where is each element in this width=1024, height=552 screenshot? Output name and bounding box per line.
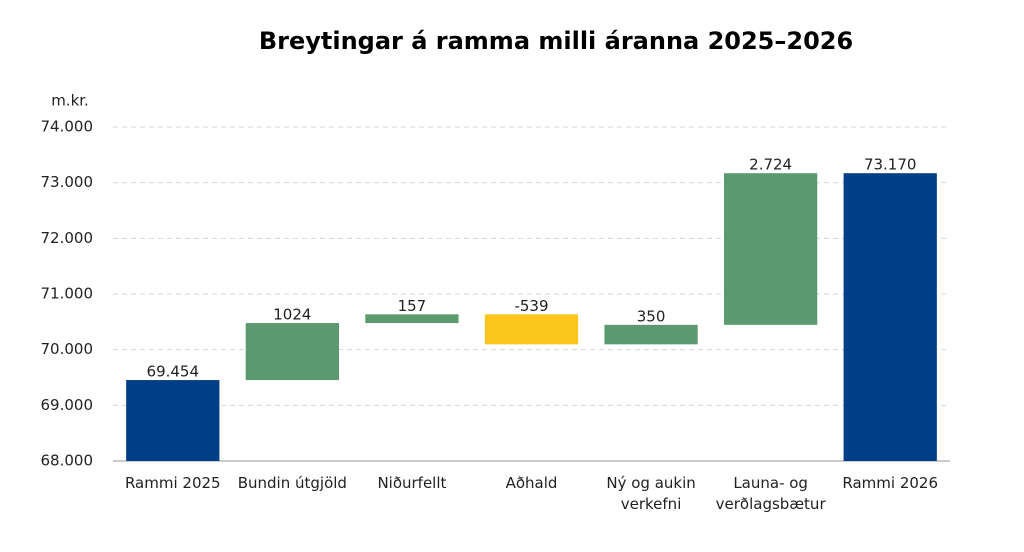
value-label: -539 [514, 297, 548, 315]
y-tick-label: 70.000 [41, 340, 94, 358]
x-tick-label: Rammi 2025 [124, 474, 221, 492]
y-tick-label: 72.000 [41, 229, 94, 247]
bar [126, 380, 220, 461]
y-tick-label: 74.000 [41, 118, 94, 136]
bar [245, 323, 339, 381]
y-axis-label: m.kr. [51, 92, 89, 110]
x-tick-label: Launa- og verðlagsbætur [715, 474, 826, 513]
bar [724, 173, 818, 325]
x-tick-label: Niðurfellt [377, 474, 447, 492]
value-label: 69.454 [147, 363, 200, 381]
y-tick-label: 71.000 [41, 285, 94, 303]
value-label: 157 [398, 297, 427, 315]
x-tick-label: Rammi 2026 [842, 474, 939, 492]
bar [484, 314, 579, 345]
bar [604, 324, 698, 345]
bar [843, 173, 937, 461]
value-label: 73.170 [864, 156, 917, 174]
x-tick-label: Aðhald [505, 474, 558, 492]
value-label: 350 [637, 307, 666, 325]
value-label: 2.724 [749, 156, 792, 174]
chart-title: Breytingar á ramma milli áranna 2025–202… [259, 27, 853, 55]
bar [365, 314, 459, 324]
y-tick-label: 69.000 [41, 396, 94, 414]
x-tick-label: Bundin útgjöld [237, 474, 347, 492]
value-label: 1024 [273, 306, 311, 324]
y-tick-label: 68.000 [41, 452, 94, 470]
x-tick-label: Ný og aukin verkefni [606, 474, 696, 513]
y-tick-label: 73.000 [41, 173, 94, 191]
